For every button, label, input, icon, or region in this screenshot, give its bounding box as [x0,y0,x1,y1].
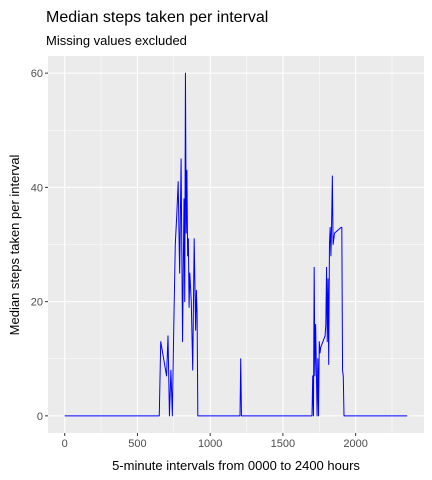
y-axis-ticks: 0 20 40 60 [31,68,48,423]
minor-gridlines [48,56,424,433]
x-tick-label: 2000 [343,438,367,450]
x-axis-ticks: 0 500 1000 1500 2000 [62,433,368,450]
x-tick-label: 500 [128,438,146,450]
median-steps-line [64,72,408,417]
chart-title: Median steps taken per interval [46,9,268,26]
chart-subtitle: Missing values excluded [46,33,187,48]
x-tick-label: 1000 [198,438,222,450]
x-tick-label: 1500 [271,438,295,450]
y-tick-label: 20 [31,297,43,309]
x-axis-title: 5-minute intervals from 0000 to 2400 hou… [112,458,360,473]
x-tick-label: 0 [62,438,68,450]
y-axis-title: Median steps taken per interval [7,155,22,336]
y-tick-label: 60 [31,68,43,80]
y-tick-label: 40 [31,182,43,194]
y-tick-label: 0 [37,411,43,423]
